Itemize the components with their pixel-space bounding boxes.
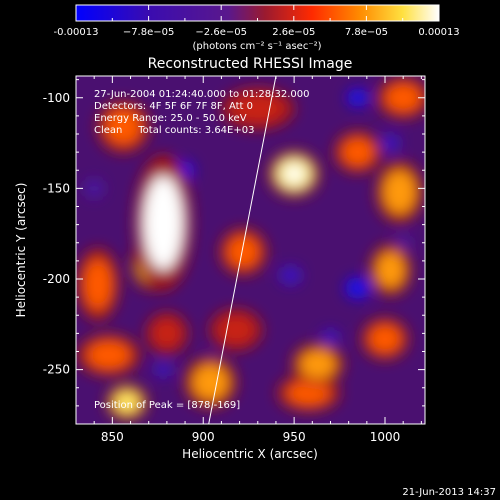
heatmap-source bbox=[375, 251, 406, 289]
footer-timestamp: 21-Jun-2013 14:37 bbox=[402, 487, 496, 498]
x-tick-label: 850 bbox=[101, 430, 124, 444]
colorbar-units: (photons cm⁻² s⁻¹ asec⁻²) bbox=[192, 41, 321, 52]
solar-limb-line bbox=[208, 76, 277, 424]
colorbar-tick-label: −2.6e−05 bbox=[195, 27, 247, 38]
heatmap-source bbox=[341, 137, 375, 167]
heatmap-negative-source bbox=[85, 179, 104, 198]
colorbar-tick-label: -0.00013 bbox=[54, 27, 99, 38]
heatmap-source bbox=[86, 340, 131, 370]
heatmap-negative-source bbox=[346, 88, 369, 107]
heatmap-source bbox=[385, 83, 422, 113]
info-time-range: 27-Jun-2004 01:24:40.000 to 01:28:32.000 bbox=[94, 89, 310, 100]
y-axis-label: Heliocentric Y (arcsec) bbox=[14, 183, 28, 318]
x-tick-label: 950 bbox=[283, 430, 306, 444]
info-energy-range: Energy Range: 25.0 - 50.0 keV bbox=[94, 113, 247, 124]
heatmap-source bbox=[105, 108, 142, 145]
y-tick-label: -250 bbox=[43, 363, 70, 377]
heatmap-negative-source bbox=[279, 266, 302, 285]
heatmap-source bbox=[192, 364, 229, 401]
x-tick-label: 900 bbox=[192, 430, 215, 444]
heatmap-source-core bbox=[152, 196, 175, 249]
heatmap-source bbox=[368, 324, 402, 354]
x-axis-label: Heliocentric X (arcsec) bbox=[182, 447, 318, 461]
y-tick-label: -150 bbox=[43, 181, 70, 195]
heatmap-source bbox=[83, 259, 113, 310]
heatmap-source bbox=[226, 235, 260, 269]
heatmap-source bbox=[383, 170, 416, 214]
peak-position-label: Position of Peak = [878,-169] bbox=[94, 400, 240, 411]
heatmap-source bbox=[286, 380, 331, 406]
x-tick-label: 1000 bbox=[370, 430, 401, 444]
colorbar-tick-label: −7.8e−05 bbox=[123, 27, 175, 38]
plot-area bbox=[76, 76, 425, 424]
info-detectors: Detectors: 4F 5F 6F 7F 8F, Att 0 bbox=[94, 101, 253, 112]
heatmap-negative-source bbox=[154, 362, 173, 377]
heatmap-source bbox=[152, 318, 182, 348]
heatmap-negative-source bbox=[381, 134, 400, 153]
heatmap-source-core bbox=[118, 395, 135, 410]
axis-ticks: 850 900 950 1000 -100 -150 -200 -250 bbox=[43, 76, 425, 444]
info-clean-counts: Clean Total counts: 3.64E+03 bbox=[94, 125, 254, 136]
heatmap-source bbox=[217, 315, 255, 345]
colorbar-tick-label: 2.6e−05 bbox=[272, 27, 315, 38]
heatmap-sources bbox=[76, 76, 425, 421]
heatmap-source bbox=[232, 94, 284, 124]
chart-title: Reconstructed RHESSI Image bbox=[148, 56, 353, 72]
heatmap-negative-source bbox=[321, 329, 340, 345]
heatmap-source-core bbox=[284, 164, 305, 183]
y-tick-label: -200 bbox=[43, 272, 70, 286]
colorbar-ticks: -0.00013 −7.8e−05 −2.6e−05 2.6e−05 7.8e−05 0.… bbox=[54, 5, 460, 38]
plot-frame bbox=[75, 75, 426, 425]
colorbar-tick-label: 7.8e−05 bbox=[345, 27, 388, 38]
y-tick-label: -100 bbox=[43, 91, 70, 105]
colorbar-tick-label: 0.00013 bbox=[418, 27, 459, 38]
heatmap-negative-source bbox=[345, 277, 371, 299]
heatmap-source bbox=[299, 349, 336, 379]
